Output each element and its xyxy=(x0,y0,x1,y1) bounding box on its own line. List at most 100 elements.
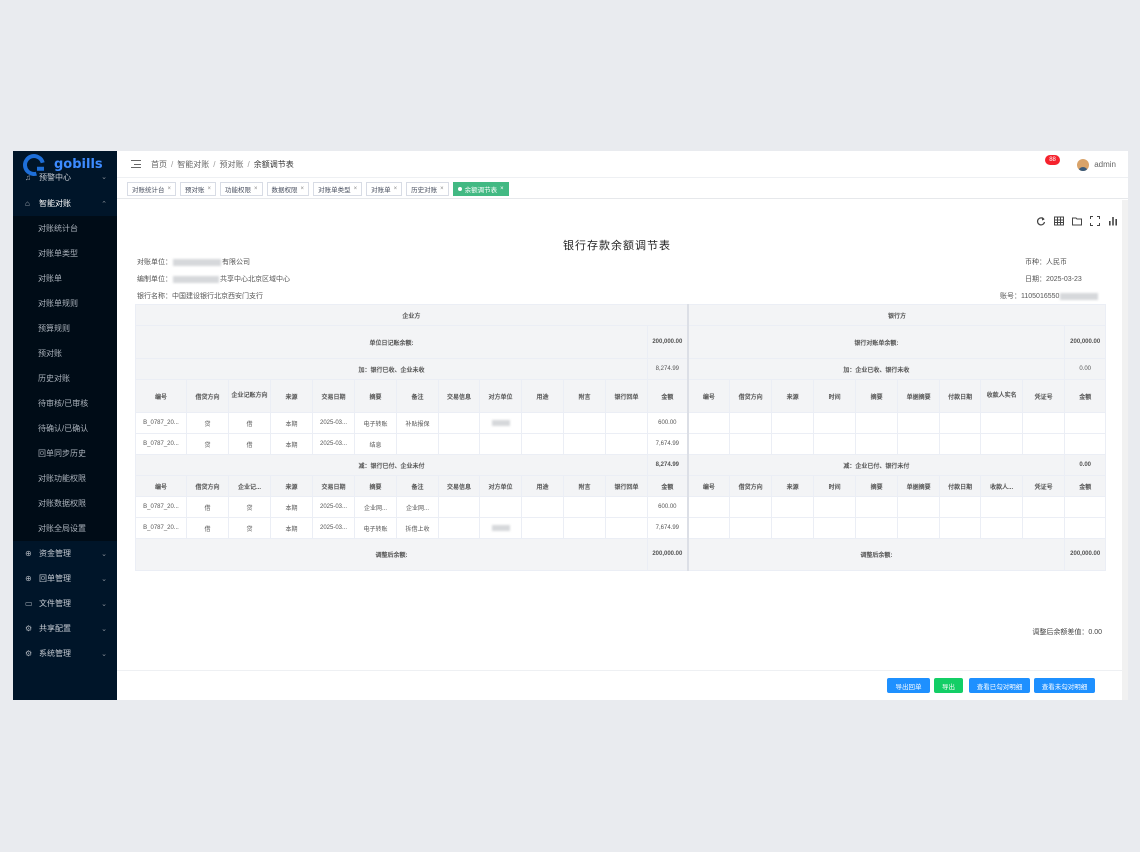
close-icon[interactable]: × xyxy=(167,185,172,192)
sidebar-item[interactable]: 对账单类型 xyxy=(38,249,78,258)
chevron-down-icon: ⌄ xyxy=(101,550,107,558)
report-toolbar xyxy=(1036,216,1118,226)
table-row[interactable]: B_0787_20... 借 贷 本期 2025-03... 电子转账 拆借上收… xyxy=(135,517,1107,539)
tab-active[interactable]: 余额调节表 × xyxy=(452,181,509,196)
sidebar-item[interactable]: 对账单规则 xyxy=(38,299,78,308)
column-header: 时间 xyxy=(813,379,857,413)
sidebar-item[interactable]: 待审核/已审核 xyxy=(38,399,89,408)
username[interactable]: admin xyxy=(1094,160,1116,169)
avatar[interactable] xyxy=(1077,158,1090,171)
tab[interactable]: 历史对账 × xyxy=(406,181,449,196)
column-header: 附言 xyxy=(563,475,606,497)
sidebar-group-share[interactable]: ⚙ 共享配置 ⌄ xyxy=(25,624,107,633)
export-button[interactable]: 导出 xyxy=(934,678,963,693)
column-header: 来源 xyxy=(270,379,313,413)
view-unchecked-details-button[interactable]: 查看未勾对明细 xyxy=(1034,678,1095,693)
column-header: 摘要 xyxy=(855,379,899,413)
reconciliation-table: 企业方 银行方 单位日记账余额: 200,000.00 银行对账单余额: 200… xyxy=(134,304,1107,571)
balance-difference: 调整后余额差值：0.00 xyxy=(1032,629,1102,636)
balance-row: 单位日记账余额: 200,000.00 银行对账单余额: 200,000.00 xyxy=(135,325,1107,359)
menu-fold-icon[interactable] xyxy=(131,160,141,168)
close-icon[interactable]: × xyxy=(300,185,305,192)
breadcrumb-item[interactable]: 智能对账 xyxy=(177,159,210,169)
bank-balance-label: 银行对账单余额: xyxy=(687,325,1066,359)
adjusted-left-value: 200,000.00 xyxy=(646,538,689,571)
sidebar-item[interactable]: 对账数据权限 xyxy=(38,499,86,508)
sidebar-group-fund[interactable]: ⊕ 资金管理 ⌄ xyxy=(25,549,107,558)
refresh-icon[interactable] xyxy=(1036,216,1046,226)
chevron-down-icon: ⌄ xyxy=(101,174,107,181)
maker-info: 编制单位： 共享中心北京区域中心 xyxy=(137,275,290,283)
sidebar-item[interactable]: 对账功能权限 xyxy=(38,474,86,483)
column-header: 编号 xyxy=(135,379,187,413)
less-header-row: 减：银行已付、企业未付 8,274.99 减：企业已付、银行未付 0.00 xyxy=(135,454,1107,476)
view-checked-details-button[interactable]: 查看已勾对明细 xyxy=(969,678,1030,693)
unit-balance-label: 单位日记账余额: xyxy=(135,325,648,359)
chevron-down-icon: ⌄ xyxy=(101,650,107,658)
tab[interactable]: 对账单 × xyxy=(366,181,403,196)
logo[interactable]: gobills xyxy=(13,151,117,180)
sidebar-group-receipt[interactable]: ⊕ 回单管理 ⌄ xyxy=(25,574,107,583)
bar-chart-icon[interactable] xyxy=(1108,216,1118,226)
grid-icon[interactable] xyxy=(1054,216,1064,226)
sidebar-item[interactable]: 对账单 xyxy=(38,274,62,283)
adjusted-left-label: 调整后余额: xyxy=(135,538,648,571)
close-icon[interactable]: × xyxy=(500,185,504,192)
close-icon[interactable]: × xyxy=(393,185,398,192)
breadcrumb-item[interactable]: 首页 xyxy=(151,159,167,169)
side-header-row: 企业方 银行方 xyxy=(134,304,1107,326)
scrollbar[interactable] xyxy=(1122,200,1128,700)
unit-info: 对账单位： 有限公司 xyxy=(137,258,250,266)
column-header: 收款人实名 xyxy=(980,379,1024,413)
notification-bell-icon[interactable]: 88 xyxy=(1045,154,1060,171)
sidebar-item[interactable]: 历史对账 xyxy=(38,374,70,383)
account-info: 账号： 1105016550 xyxy=(1000,291,1099,301)
tab[interactable]: 对账单类型 × xyxy=(313,181,363,196)
column-header: 用途 xyxy=(521,379,564,413)
sidebar-item[interactable]: 对账统计台 xyxy=(38,224,78,233)
chevron-up-icon: ⌃ xyxy=(101,200,107,208)
export-receipt-button[interactable]: 导出回单 xyxy=(887,678,930,693)
close-icon[interactable]: × xyxy=(207,185,212,192)
column-header: 对方单位 xyxy=(479,379,522,413)
column-header: 金额 xyxy=(1064,379,1107,413)
tab[interactable]: 对账统计台 × xyxy=(127,181,177,196)
tab[interactable]: 数据权限 × xyxy=(266,181,310,196)
receipt-icon: ⊕ xyxy=(25,574,32,583)
less-right-value: 0.00 xyxy=(1064,454,1107,476)
close-icon[interactable]: × xyxy=(353,185,358,192)
column-header: 来源 xyxy=(771,379,815,413)
sidebar-item[interactable]: 回单同步历史 xyxy=(38,449,86,458)
file-icon: ▭ xyxy=(25,599,33,608)
redacted-text xyxy=(173,258,221,266)
sidebar-group-smart-reconciliation[interactable]: ⌂ 智能对账 ⌃ xyxy=(25,199,107,208)
sidebar-item[interactable]: 预算规则 xyxy=(38,324,70,333)
column-header: 银行回单 xyxy=(605,379,648,413)
tab[interactable]: 功能权限 × xyxy=(220,181,263,196)
folder-icon[interactable] xyxy=(1072,216,1082,226)
adjusted-right-value: 200,000.00 xyxy=(1064,538,1107,571)
sidebar-item[interactable]: 对账全局设置 xyxy=(38,524,86,533)
sidebar-item-alert-center[interactable]: ♫ 预警中心 ⌄ xyxy=(25,172,107,182)
sidebar-group-file[interactable]: ▭ 文件管理 ⌄ xyxy=(25,599,107,608)
column-header: 交易日期 xyxy=(312,379,355,413)
table-row[interactable]: B_0787_20... 借 贷 本期 2025-03... 企业网... 企业… xyxy=(135,496,1107,518)
sidebar-group-system[interactable]: ⚙ 系统管理 ⌄ xyxy=(25,649,107,658)
main-content: 银行存款余额调节表 对账单位： 有限公司 编制单位： 共享中心北京区域中心 银行… xyxy=(117,200,1128,700)
active-dot-icon xyxy=(457,186,462,191)
close-icon[interactable]: × xyxy=(440,185,444,192)
sidebar-item[interactable]: 预对账 xyxy=(38,349,62,358)
fullscreen-icon[interactable] xyxy=(1090,216,1100,226)
table-row[interactable]: B_0787_20... 贷 借 本期 2025-03... 结息 7,674.… xyxy=(135,433,1107,455)
close-icon[interactable]: × xyxy=(254,185,258,192)
column-header: 付款日期 xyxy=(939,475,982,497)
add-left-label: 加：银行已收、企业未收 xyxy=(135,358,648,380)
column-header: 单据摘要 xyxy=(897,379,941,413)
redacted-text xyxy=(491,419,510,426)
breadcrumb-item[interactable]: 预对账 xyxy=(219,159,244,169)
tab[interactable]: 预对账 × xyxy=(180,181,217,196)
sidebar-item[interactable]: 待确认/已确认 xyxy=(38,424,89,433)
table-row[interactable]: B_0787_20... 贷 借 本期 2025-03... 电子转账 补贴报保… xyxy=(135,412,1107,434)
add-right-label: 加：企业已收、银行未收 xyxy=(687,358,1066,380)
add-left-value: 8,274.99 xyxy=(646,358,689,380)
